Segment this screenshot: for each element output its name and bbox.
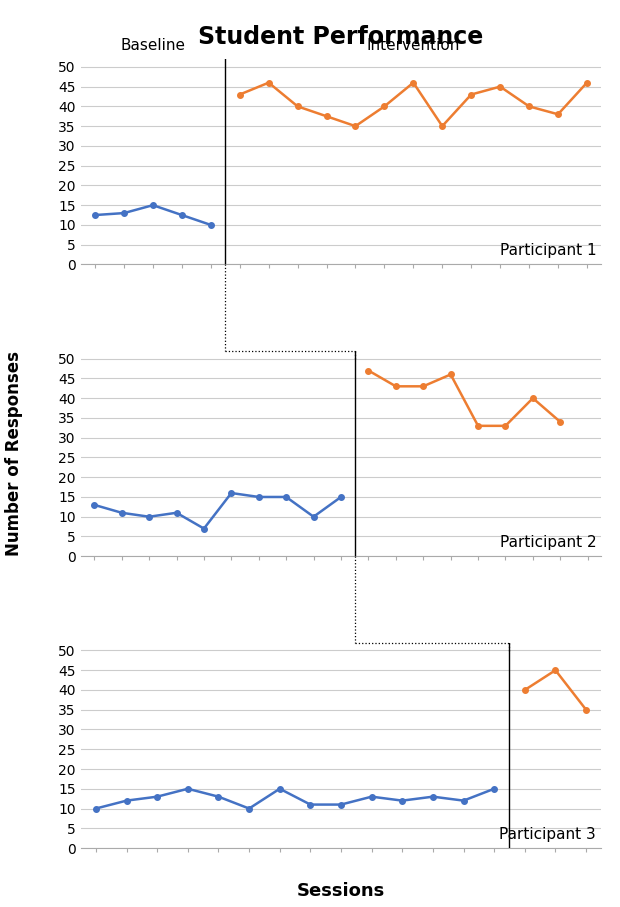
Text: Sessions: Sessions: [297, 882, 385, 900]
Text: Participant 1: Participant 1: [500, 243, 596, 258]
Text: Participant 2: Participant 2: [500, 535, 596, 550]
Text: Participant 3: Participant 3: [500, 827, 596, 842]
Text: Baseline: Baseline: [120, 38, 185, 53]
Text: Intervention: Intervention: [366, 38, 460, 53]
Text: Number of Responses: Number of Responses: [4, 351, 23, 556]
Text: Student Performance: Student Performance: [198, 25, 484, 49]
